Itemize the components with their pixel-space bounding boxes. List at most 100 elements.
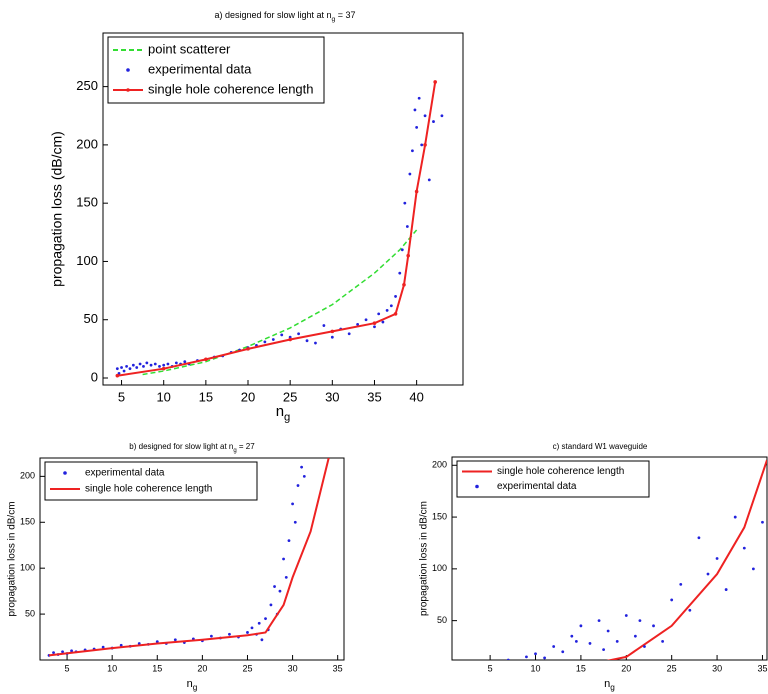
data-point [398, 271, 402, 275]
data-point [408, 172, 412, 176]
data-point [273, 585, 276, 588]
data-point [400, 248, 404, 252]
data-point [322, 324, 326, 327]
data-point [135, 366, 139, 369]
data-point [149, 363, 153, 367]
y-axis-label: propagation loss (dB/cm) [49, 131, 65, 287]
data-point [427, 178, 431, 182]
data-point [269, 603, 273, 607]
data-point [506, 658, 510, 660]
data-point [293, 520, 297, 524]
data-point [282, 557, 285, 561]
data-point [52, 651, 55, 655]
data-point [128, 367, 132, 371]
data-point [423, 114, 427, 118]
data-point [652, 624, 655, 628]
x-tick-label: 30 [325, 389, 339, 404]
data-point [679, 582, 683, 586]
data-point [115, 373, 120, 378]
legend-swatch [126, 68, 130, 72]
data-point [117, 371, 121, 375]
x-tick-label: 15 [576, 663, 586, 673]
chart-title-part: = 27 [237, 442, 256, 451]
x-tick-label: 35 [333, 663, 343, 673]
data-point [405, 225, 409, 228]
data-point [250, 626, 254, 630]
legend-box [456, 460, 650, 498]
x-axis-label-part: n [604, 678, 610, 690]
data-point [115, 367, 119, 371]
data-point [138, 362, 142, 366]
data-point [423, 143, 427, 147]
x-tick-label: 5 [65, 663, 70, 673]
data-point [264, 617, 267, 621]
data-point [389, 304, 393, 308]
data-point [280, 333, 284, 337]
x-tick-label: 5 [488, 663, 493, 673]
data-point [761, 520, 764, 524]
x-axis-label-part: n [187, 678, 193, 690]
x-tick-label: 20 [197, 663, 207, 673]
data-point [246, 631, 249, 634]
y-axis-label: propagation loss in dB/cm [7, 501, 18, 616]
y-tick-label: 50 [437, 615, 447, 625]
data-point [246, 347, 250, 351]
x-tick-label: 20 [241, 389, 255, 404]
data-point [525, 655, 528, 659]
chart-title-part: g [233, 447, 236, 453]
data-point [643, 645, 646, 648]
x-tick-label: 10 [531, 663, 541, 673]
data-point [570, 634, 574, 638]
data-point [385, 309, 389, 312]
x-tick-label: 5 [118, 389, 125, 404]
data-point [119, 643, 123, 647]
data-point [284, 575, 288, 579]
data-point [516, 661, 519, 664]
data-point [561, 650, 565, 654]
data-point [597, 619, 601, 623]
legend-label: experimental data [148, 61, 252, 76]
y-tick-label: 200 [20, 471, 35, 481]
data-point [263, 340, 267, 344]
x-axis-label-part: g [284, 411, 290, 423]
data-point [440, 114, 444, 118]
data-point [414, 189, 419, 194]
data-point [688, 608, 692, 612]
y-tick-label: 250 [76, 78, 98, 93]
y-tick-label: 100 [432, 563, 447, 573]
series-line [48, 458, 330, 657]
data-point [330, 335, 334, 339]
data-point [287, 539, 291, 543]
legend-label: experimental data [497, 481, 577, 492]
legend-box [44, 461, 258, 501]
data-point [615, 639, 619, 643]
x-axis-label-part: g [193, 683, 198, 692]
legend: single hole coherence length experimental… [456, 460, 650, 498]
x-axis-label: ng [604, 678, 615, 692]
data-point [372, 321, 377, 326]
x-axis-label-part: n [276, 403, 284, 420]
x-tick-label: 30 [288, 663, 298, 673]
data-point [257, 621, 261, 625]
legend-label: experimental data [85, 468, 165, 479]
chart: a) designed for slow light at ng = 37ngp… [49, 10, 464, 423]
data-point [173, 638, 177, 642]
data-point [174, 361, 178, 365]
data-point [413, 108, 417, 112]
data-point [624, 614, 628, 617]
x-tick-label: 35 [367, 389, 381, 404]
data-point [161, 366, 166, 371]
plot-marks [506, 459, 767, 664]
chart-title-part: a) designed for slow light at n [214, 10, 331, 20]
legend-label: single hole coherence length [85, 484, 212, 495]
data-point [433, 80, 437, 84]
chart: c) standard W1 waveguide ng propagation lo… [419, 442, 768, 692]
data-point [602, 648, 605, 652]
y-axis-label: propagation loss in dB/cm [419, 501, 430, 616]
data-point [588, 642, 592, 645]
data-point [715, 557, 719, 560]
data-point [733, 515, 737, 519]
data-point [155, 640, 159, 644]
y-tick-label: 150 [432, 511, 447, 521]
